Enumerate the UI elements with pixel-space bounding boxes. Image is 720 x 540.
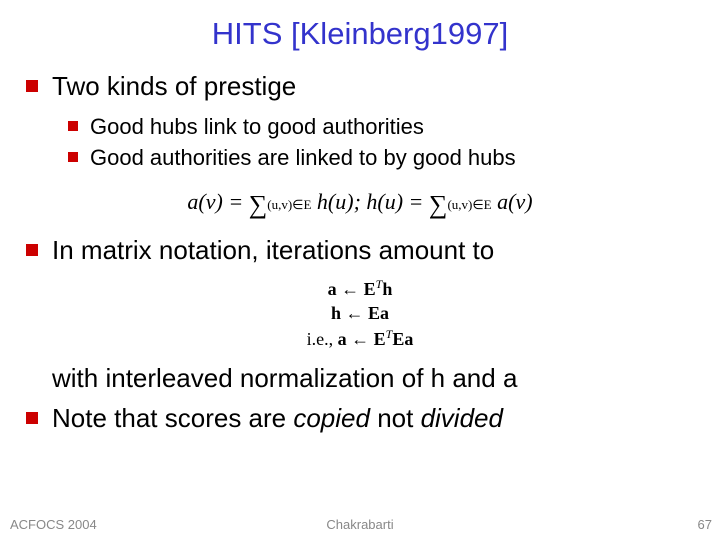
bullet-1a-text: Good hubs link to good authorities bbox=[90, 113, 424, 141]
m1-a: a bbox=[328, 279, 337, 299]
b3-not: not bbox=[370, 403, 421, 433]
bullet-square-icon bbox=[26, 80, 38, 92]
m3-a2: a bbox=[404, 329, 413, 349]
cont-a: a bbox=[503, 363, 517, 393]
bullet-square-icon bbox=[68, 152, 78, 162]
matrix-line-1: a ← ETh bbox=[20, 276, 700, 301]
slide-title: HITS [Kleinberg1997] bbox=[20, 16, 700, 52]
footer-page-number: 67 bbox=[698, 517, 712, 532]
m3-a: a bbox=[338, 329, 347, 349]
bullet-3: Note that scores are copied not divided bbox=[26, 402, 700, 435]
arrow-icon: ← bbox=[341, 303, 368, 323]
bullet-square-icon bbox=[68, 121, 78, 131]
bullet-1b-text: Good authorities are linked to by good h… bbox=[90, 144, 516, 172]
cont-h: h bbox=[431, 363, 445, 393]
m1-E: E bbox=[364, 279, 376, 299]
cont-pre: with interleaved normalization of bbox=[52, 363, 431, 393]
bullet-2-continuation: with interleaved normalization of h and … bbox=[52, 363, 700, 394]
matrix-equations: a ← ETh h ← Ea i.e., a ← ETEa bbox=[20, 276, 700, 351]
slide-container: HITS [Kleinberg1997] Two kinds of presti… bbox=[0, 0, 720, 540]
bullet-square-icon bbox=[26, 412, 38, 424]
formula-sub2: (u,v)∈E bbox=[447, 197, 491, 212]
formula-hits: a(v) = ∑(u,v)∈E h(u); h(u) = ∑(u,v)∈E a(… bbox=[20, 186, 700, 216]
arrow-icon: ← bbox=[337, 279, 364, 299]
formula-av: a(v) = bbox=[187, 189, 248, 214]
slide-footer: ACFOCS 2004 Chakrabarti 67 bbox=[0, 517, 720, 532]
bullet-1-text: Two kinds of prestige bbox=[52, 70, 296, 103]
bullet-1a: Good hubs link to good authorities bbox=[68, 113, 700, 141]
bullet-1: Two kinds of prestige bbox=[26, 70, 700, 103]
m3-E1: E bbox=[374, 329, 386, 349]
bullet-1b: Good authorities are linked to by good h… bbox=[68, 144, 700, 172]
m2-h: h bbox=[331, 303, 341, 323]
arrow-icon: ← bbox=[347, 329, 374, 349]
footer-center: Chakrabarti bbox=[326, 517, 393, 532]
m1-h: h bbox=[382, 279, 392, 299]
b3-copied: copied bbox=[293, 403, 370, 433]
bullet-2-text: In matrix notation, iterations amount to bbox=[52, 234, 494, 267]
cont-and: and bbox=[445, 363, 503, 393]
bullet-square-icon bbox=[26, 244, 38, 256]
m2-E: E bbox=[368, 303, 380, 323]
m3-E2: E bbox=[392, 329, 404, 349]
sigma-icon: ∑ bbox=[429, 190, 448, 219]
footer-left: ACFOCS 2004 bbox=[10, 517, 97, 532]
bullet-3-text: Note that scores are copied not divided bbox=[52, 402, 503, 435]
formula-hu: h(u); bbox=[311, 189, 366, 214]
formula-av2: a(v) bbox=[492, 189, 533, 214]
b3-divided: divided bbox=[421, 403, 503, 433]
matrix-line-2: h ← Ea bbox=[20, 301, 700, 325]
m3-ie: i.e., bbox=[307, 329, 338, 349]
b3-pre: Note that scores are bbox=[52, 403, 293, 433]
formula-sub1: (u,v)∈E bbox=[267, 197, 311, 212]
sigma-icon: ∑ bbox=[249, 190, 268, 219]
matrix-line-3: i.e., a ← ETEa bbox=[20, 326, 700, 351]
formula-hu2: h(u) = bbox=[366, 189, 429, 214]
bullet-2: In matrix notation, iterations amount to bbox=[26, 234, 700, 267]
m2-a: a bbox=[380, 303, 389, 323]
